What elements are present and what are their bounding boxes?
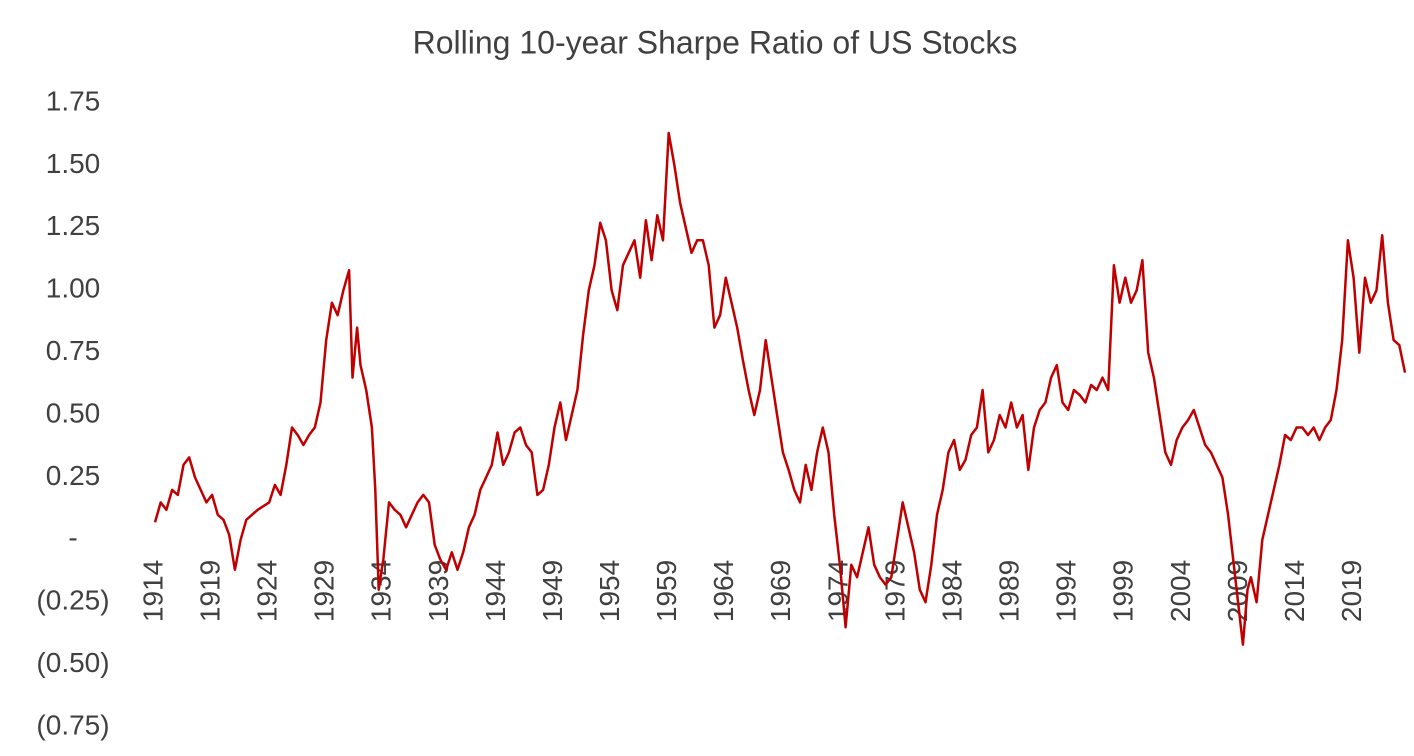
x-tick-label: 1914 [137,560,168,622]
y-tick-label: (0.50) [36,647,109,678]
x-tick-label: 1949 [537,560,568,622]
x-tick-label: 2004 [1165,560,1196,622]
x-tick-label: 1984 [936,560,967,622]
y-tick-label: 1.25 [46,210,101,241]
y-tick-label: 1.00 [46,273,101,304]
x-tick-label: 1969 [765,560,796,622]
x-tick-label: 1929 [309,560,340,622]
x-tick-label: 1994 [1051,560,1082,622]
y-tick-label: 1.75 [46,85,101,116]
y-tick-label: 0.75 [46,335,101,366]
x-tick-label: 1964 [708,560,739,622]
x-tick-label: 1924 [252,560,283,622]
y-tick-label: (0.25) [36,585,109,616]
x-tick-label: 2019 [1336,560,1367,622]
x-tick-label: 1989 [994,560,1025,622]
y-tick-label: 0.50 [46,397,101,428]
y-tick-label: 1.50 [46,148,101,179]
x-tick-label: 1959 [651,560,682,622]
x-tick-label: 1919 [194,560,225,622]
x-tick-label: 1954 [594,560,625,622]
x-tick-label: 1944 [480,560,511,622]
x-tick-label: 2014 [1279,560,1310,622]
x-tick-label: 1979 [879,560,910,622]
y-tick-label: 0.25 [46,460,101,491]
x-tick-label: 1939 [423,560,454,622]
y-tick-label: - [68,522,77,553]
data-line [153,131,1407,646]
y-tick-label: (0.75) [36,709,109,740]
chart-title: Rolling 10-year Sharpe Ratio of US Stock… [413,24,1018,60]
x-tick-label: 1999 [1108,560,1139,622]
